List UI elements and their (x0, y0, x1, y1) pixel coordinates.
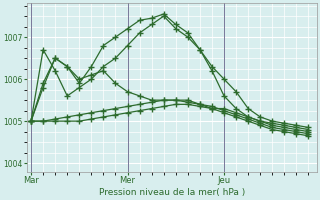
X-axis label: Pression niveau de la mer( hPa ): Pression niveau de la mer( hPa ) (99, 188, 245, 197)
